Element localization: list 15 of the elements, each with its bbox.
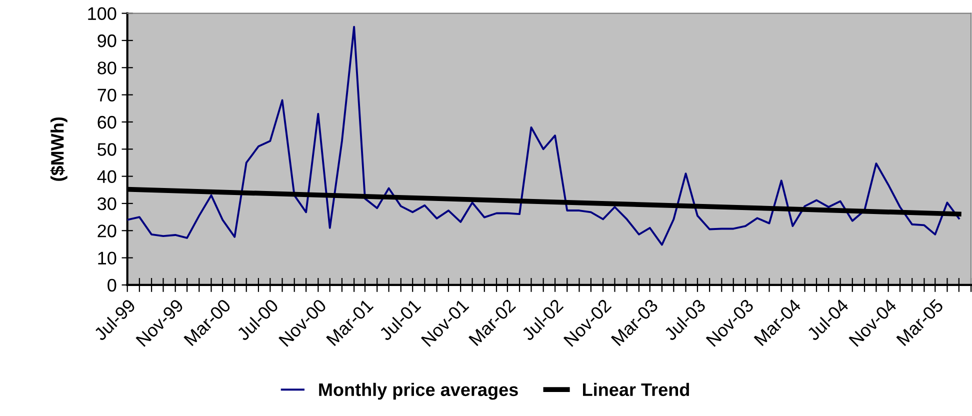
y-tick-label: 90	[98, 34, 116, 48]
y-tick-label: 30	[98, 197, 116, 210]
y-tick-label: 60	[98, 116, 116, 129]
y-tick-label: 20	[98, 224, 116, 238]
legend-label: Linear Trend	[583, 382, 689, 396]
y-tick-label: 50	[98, 143, 116, 156]
y-tick-label: 100	[88, 7, 116, 20]
legend-label: Monthly price averages	[319, 382, 518, 400]
y-tick-label: 0	[108, 278, 116, 292]
y-tick-label: 70	[98, 88, 116, 102]
y-tick-label: 10	[98, 252, 116, 265]
y-tick-label: 80	[98, 62, 116, 74]
y-axis-title: ($MWh)	[50, 117, 68, 181]
y-tick-label: 40	[97, 170, 116, 184]
line-series	[127, 26, 960, 246]
